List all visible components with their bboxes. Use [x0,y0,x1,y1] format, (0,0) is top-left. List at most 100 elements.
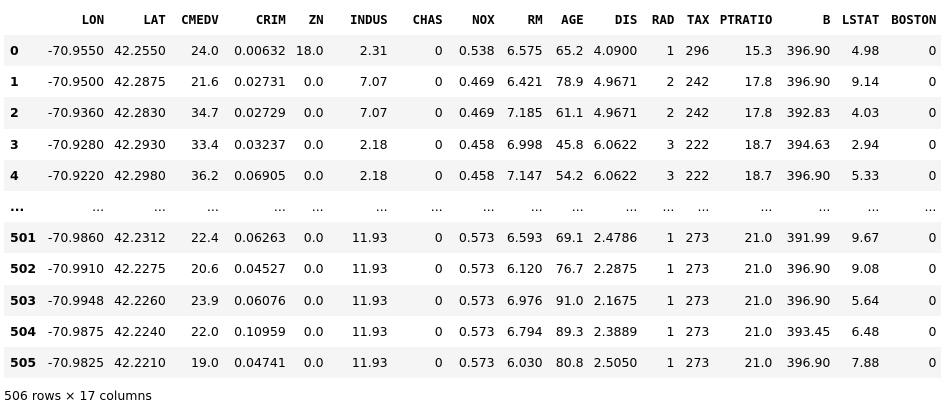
table-cell: 24.0 [190,43,219,59]
index-header [4,4,41,35]
table-cell: 69.1 [555,230,584,246]
table-cell: 0.03237 [234,136,286,152]
table-cell: 1 [666,230,675,246]
table-cell: 0.573 [458,261,495,277]
table-cell: 273 [685,292,710,308]
row-index: 505 [10,354,37,370]
table-cell: 22.0 [190,323,219,339]
table-cell: 1 [666,354,675,370]
column-header: CHAS [412,12,443,27]
table-cell: 0.10959 [234,323,286,339]
column-header: CRIM [255,12,286,27]
table-cell: 0 [928,43,937,59]
table-cell: 7.07 [359,74,388,90]
column-header: BOSTON [891,12,937,27]
table-cell: ... [430,199,443,215]
table-cell: 2.18 [359,136,388,152]
column-header: LON [81,12,105,27]
table-cell: 4.03 [851,105,880,121]
table-cell: -70.9948 [47,292,105,308]
table-cell: 18.7 [744,167,773,183]
table-cell: 5.33 [851,167,880,183]
column-header: PTRATIO [719,12,773,27]
table-cell: 273 [685,354,710,370]
table-cell: 21.0 [744,354,773,370]
header-row: LON LAT CMEDV CRIM ZN INDUS CHAS NOX RM … [4,4,941,35]
table-cell: 0 [928,105,937,121]
table-cell: 19.0 [190,354,219,370]
table-cell: 2.3889 [593,323,638,339]
table-cell: 1 [666,261,675,277]
table-cell: 15.3 [744,43,773,59]
table-cell: 21.6 [190,74,219,90]
column-header: NOX [472,12,495,27]
table-cell: 18.7 [744,136,773,152]
column-header: AGE [561,12,584,27]
table-cell: ... [625,199,638,215]
table-cell: 11.93 [351,230,388,246]
table-cell: 0 [434,167,443,183]
table-cell: 11.93 [351,261,388,277]
table-cell: 6.421 [506,74,543,90]
table-cell: 242 [685,74,710,90]
table-cell: 0 [434,292,443,308]
shape-caption: 506 rows × 17 columns [4,388,152,403]
table-cell: 0 [434,105,443,121]
table-cell: 0 [928,167,937,183]
table-cell: 2.94 [851,136,880,152]
table-cell: 6.794 [506,323,543,339]
table-cell: 396.90 [786,354,831,370]
table-cell: 0.0 [303,354,324,370]
table-cell: 396.90 [786,292,831,308]
table-cell: 6.0622 [593,167,638,183]
row-index: 4 [10,167,19,183]
table-row: 1 -70.9500 42.2875 21.6 0.02731 0.0 7.07 0 0.469… [4,66,942,98]
table-cell: 61.1 [555,105,584,121]
table-cell: 242 [685,105,710,121]
table-cell: ... [92,199,105,215]
table-cell: ... [818,199,831,215]
table-cell: 0 [434,136,443,152]
table-cell: 0.02729 [234,105,286,121]
table-cell: 1 [666,43,675,59]
column-header: RAD [651,12,675,27]
table-cell: 2.4786 [593,230,638,246]
table-cell: 0 [434,230,443,246]
table-cell: 0.458 [458,167,495,183]
table-cell: 5.64 [851,292,880,308]
table-cell: 6.998 [506,136,543,152]
table-cell: 42.2980 [114,167,166,183]
table-cell: 273 [685,230,710,246]
table-cell: -70.9550 [47,43,105,59]
table-cell: 273 [685,323,710,339]
table-cell: 0.0 [303,292,324,308]
table-cell: 11.93 [351,323,388,339]
table-cell: 78.9 [555,74,584,90]
table-cell: 11.93 [351,354,388,370]
table-row: 501 -70.9860 42.2312 22.4 0.06263 0.0 11.93 0 0.… [4,222,942,254]
row-index: 1 [10,74,19,90]
table-cell: 42.2240 [114,323,166,339]
table-cell: 7.07 [359,105,388,121]
table-row: 2 -70.9360 42.2830 34.7 0.02729 0.0 7.07 0 0.469… [4,97,942,129]
column-header: RM [527,12,543,27]
table-row: 4 -70.9220 42.2980 36.2 0.06905 0.0 2.18 0 0.458… [4,159,942,191]
table-cell: 6.575 [506,43,543,59]
row-index: 501 [10,230,37,246]
row-index: ... [10,199,25,215]
table-cell: -70.9360 [47,105,105,121]
column-header: ZN [308,12,324,27]
table-cell: 4.9671 [593,74,638,90]
table-cell: 42.2275 [114,261,166,277]
table-cell: 6.120 [506,261,543,277]
table-cell: 222 [685,167,710,183]
table-cell: -70.9220 [47,167,105,183]
table-cell: 6.0622 [593,136,638,152]
column-header: DIS [614,12,638,27]
table-cell: 0.469 [458,74,495,90]
row-index: 504 [10,323,37,339]
table-cell: 42.2930 [114,136,166,152]
table-cell: 42.2312 [114,230,166,246]
table-cell: 6.48 [851,323,880,339]
